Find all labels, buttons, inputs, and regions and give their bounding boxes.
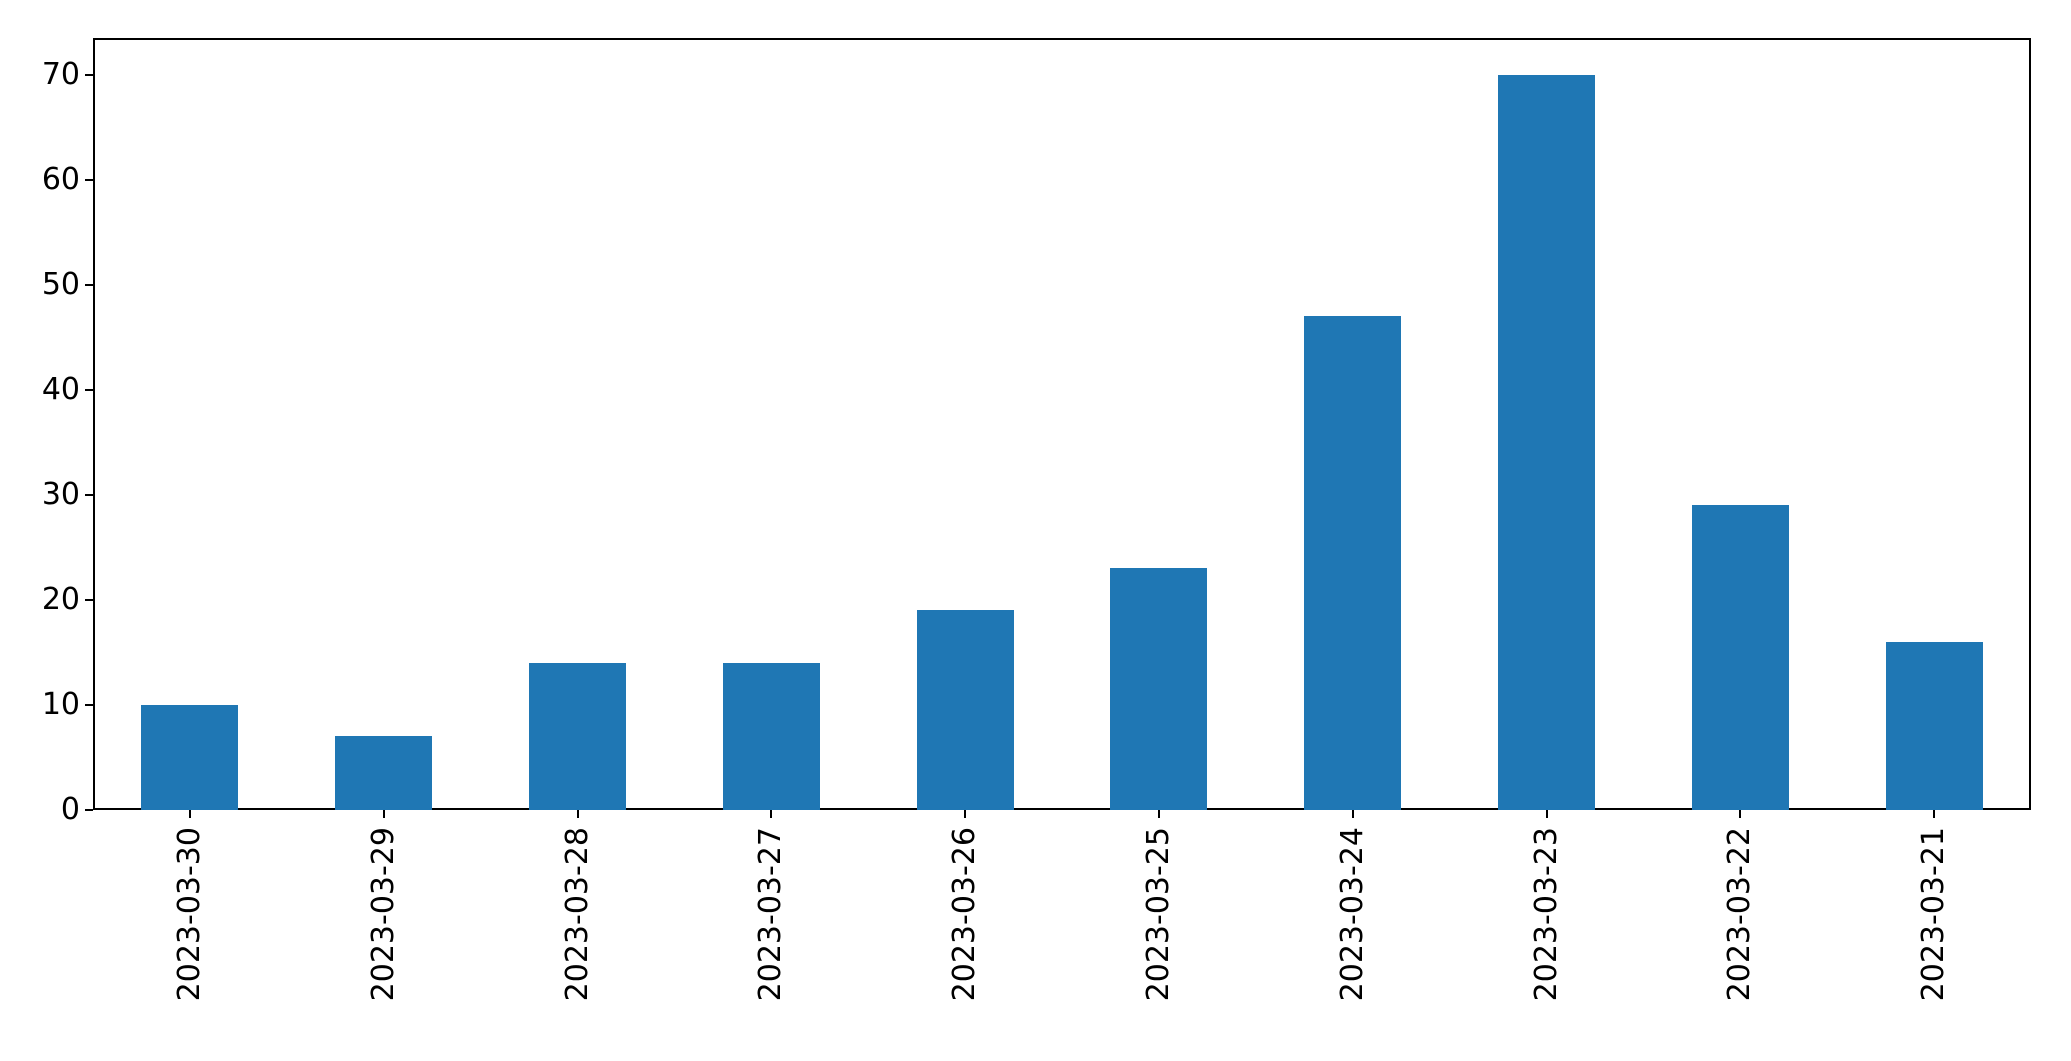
y-axis-tick-label: 0 xyxy=(60,792,80,827)
bar-2023-03-24 xyxy=(1304,316,1402,810)
bar-2023-03-28 xyxy=(529,662,626,810)
x-axis-tick-mark xyxy=(1739,810,1742,818)
x-axis-tick-mark xyxy=(1157,810,1160,818)
bar-2023-03-21 xyxy=(1885,641,1983,810)
y-axis-tick-mark xyxy=(85,703,93,706)
y-axis-tick-label: 40 xyxy=(41,371,80,407)
x-axis-tick-mark xyxy=(1933,810,1936,818)
bar-2023-03-25 xyxy=(1110,568,1208,810)
y-axis-tick-label: 60 xyxy=(41,161,80,197)
bar-2023-03-27 xyxy=(722,662,820,810)
y-axis-tick-mark xyxy=(85,493,93,496)
y-axis-tick-label: 20 xyxy=(41,581,80,617)
x-axis-tick-label: 2023-03-26 xyxy=(947,827,983,1002)
bar-2023-03-26 xyxy=(916,610,1014,810)
x-axis-tick-mark xyxy=(1545,810,1548,818)
x-axis-tick-mark xyxy=(770,810,773,818)
x-axis-tick-label: 2023-03-24 xyxy=(1334,827,1370,1002)
y-axis-tick-mark xyxy=(85,598,93,601)
x-axis-tick-label: 2023-03-27 xyxy=(753,827,789,1002)
bar-2023-03-29 xyxy=(335,736,433,810)
y-axis-tick-label: 30 xyxy=(41,476,80,512)
x-axis-tick-mark xyxy=(1351,810,1354,818)
x-axis-tick-label: 2023-03-22 xyxy=(1722,827,1758,1002)
y-axis-tick-mark xyxy=(85,388,93,391)
bar-2023-03-30 xyxy=(141,704,239,810)
y-axis-tick-mark xyxy=(85,73,93,76)
x-axis-tick-label: 2023-03-21 xyxy=(1916,827,1952,1002)
x-axis-tick-mark xyxy=(382,810,385,818)
x-axis-tick-label: 2023-03-29 xyxy=(365,827,401,1002)
x-axis-tick-label: 2023-03-28 xyxy=(559,827,595,1002)
y-axis-tick-label: 70 xyxy=(41,56,80,92)
x-axis-tick-label: 2023-03-30 xyxy=(171,827,207,1002)
y-axis-tick-mark xyxy=(85,178,93,181)
y-axis-tick-mark xyxy=(85,283,93,286)
bar-2023-03-23 xyxy=(1498,74,1595,810)
x-axis-tick-label: 2023-03-25 xyxy=(1140,827,1176,1002)
y-axis-tick-mark xyxy=(85,809,93,811)
x-axis-tick-mark xyxy=(964,810,967,818)
x-axis-tick-label: 2023-03-23 xyxy=(1528,827,1564,1002)
y-axis-tick-label: 10 xyxy=(41,686,80,722)
y-axis-tick-label: 50 xyxy=(41,266,80,302)
bar-2023-03-22 xyxy=(1691,505,1789,810)
x-axis-tick-mark xyxy=(576,810,579,818)
x-axis-tick-mark xyxy=(188,810,191,818)
